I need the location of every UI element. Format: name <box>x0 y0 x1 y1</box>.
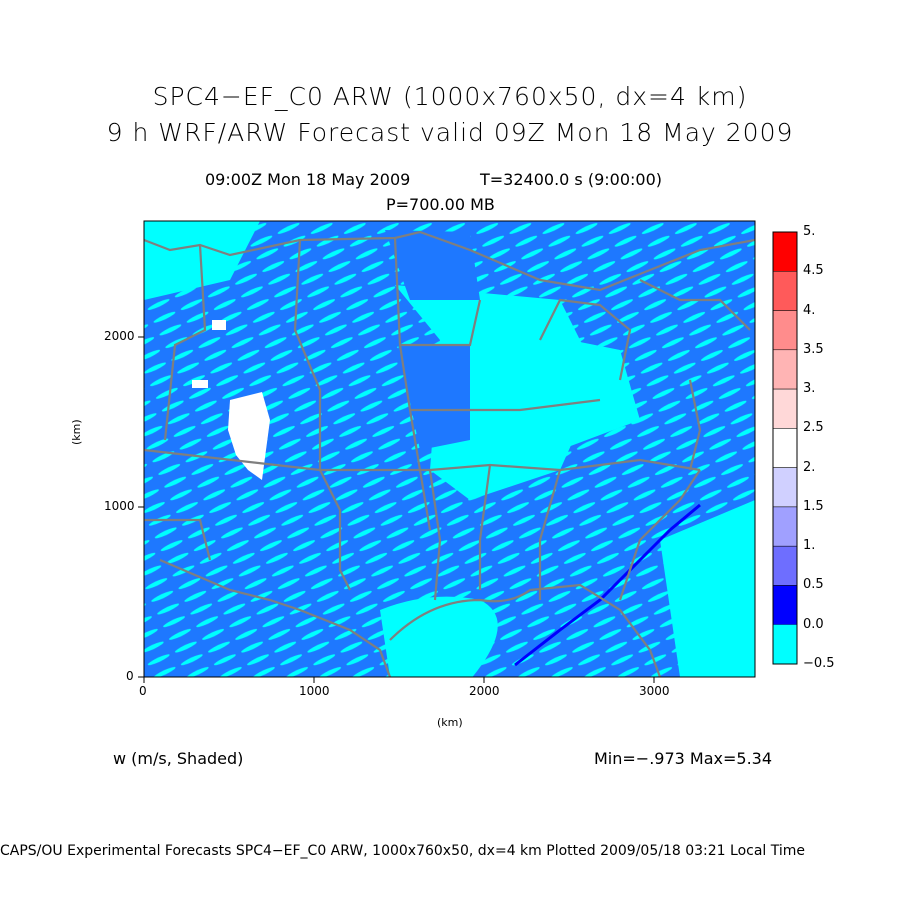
high-value-patch-2 <box>192 380 208 388</box>
colorbar-label: 1. <box>803 538 816 554</box>
min-max-label: Min=−.973 Max=5.34 <box>594 749 773 768</box>
chart-title: SPC4−EF_C0 ARW (1000x760x50, dx=4 km) <box>152 82 748 111</box>
y-tick-label: 2000 <box>104 329 135 343</box>
colorbar-box <box>772 506 798 547</box>
y-tick-label: 1000 <box>104 499 135 513</box>
x-tick-label: 1000 <box>299 684 330 698</box>
y-tick-label: 0 <box>126 669 134 683</box>
colorbar-box <box>772 428 798 468</box>
x-tick-label: 3000 <box>639 684 670 698</box>
light-region-great-lakes <box>520 330 640 450</box>
atlantic-region <box>660 500 755 677</box>
colorbar-label: 4.5 <box>803 263 824 279</box>
colorbar-box <box>772 467 798 508</box>
colorbar-box <box>772 545 798 586</box>
colorbar-label: 3.5 <box>803 341 824 357</box>
colorbar-label: 0.0 <box>803 616 824 632</box>
colorbar-box <box>772 585 798 625</box>
axis-ticks <box>138 336 655 683</box>
colorbar <box>772 231 798 665</box>
colorbar-label: 2.5 <box>803 420 824 436</box>
dark-region-plains <box>398 345 470 450</box>
colorbar-box <box>773 624 797 664</box>
map-area <box>144 221 755 677</box>
colorbar-label: 4. <box>803 302 816 318</box>
valid-time-label: 09:00Z Mon 18 May 2009 <box>205 170 411 189</box>
colorbar-label: 3. <box>803 381 816 397</box>
x-tick-label: 0 <box>139 684 147 698</box>
colorbar-label: 5. <box>803 224 816 239</box>
colorbar-frame <box>772 231 798 665</box>
footer-credits: CAPS/OU Experimental Forecasts SPC4−EF_C… <box>0 843 806 859</box>
political-boundaries <box>144 230 755 677</box>
updraft-line <box>514 503 701 667</box>
high-value-patch-3 <box>212 320 226 330</box>
gulf-region <box>380 596 498 677</box>
colorbar-label: −0.5 <box>803 656 835 671</box>
colorbar-box <box>772 231 798 272</box>
colorbar-box <box>772 271 798 311</box>
chart-subtitle: 9 h WRF/ARW Forecast valid 09Z Mon 18 Ma… <box>106 118 794 147</box>
colorbar-box <box>772 388 798 429</box>
colorbar-label: 0.5 <box>803 577 824 593</box>
pressure-level-label: P=700.00 MB <box>386 195 495 214</box>
high-value-patch-1 <box>228 392 270 480</box>
colorbar-box <box>772 349 798 390</box>
y-axis-unit: (km) <box>70 419 83 445</box>
colorbar-box <box>772 310 798 351</box>
x-axis-unit: (km) <box>437 716 463 729</box>
forecast-seconds-label: T=32400.0 s (9:00:00) <box>480 170 663 189</box>
colorbar-label: 2. <box>803 459 816 475</box>
map-frame <box>143 220 756 678</box>
variable-label: w (m/s, Shaded) <box>113 749 244 768</box>
x-tick-label: 2000 <box>469 684 500 698</box>
dark-region-north <box>385 230 480 300</box>
colorbar-label: 1.5 <box>803 498 824 514</box>
